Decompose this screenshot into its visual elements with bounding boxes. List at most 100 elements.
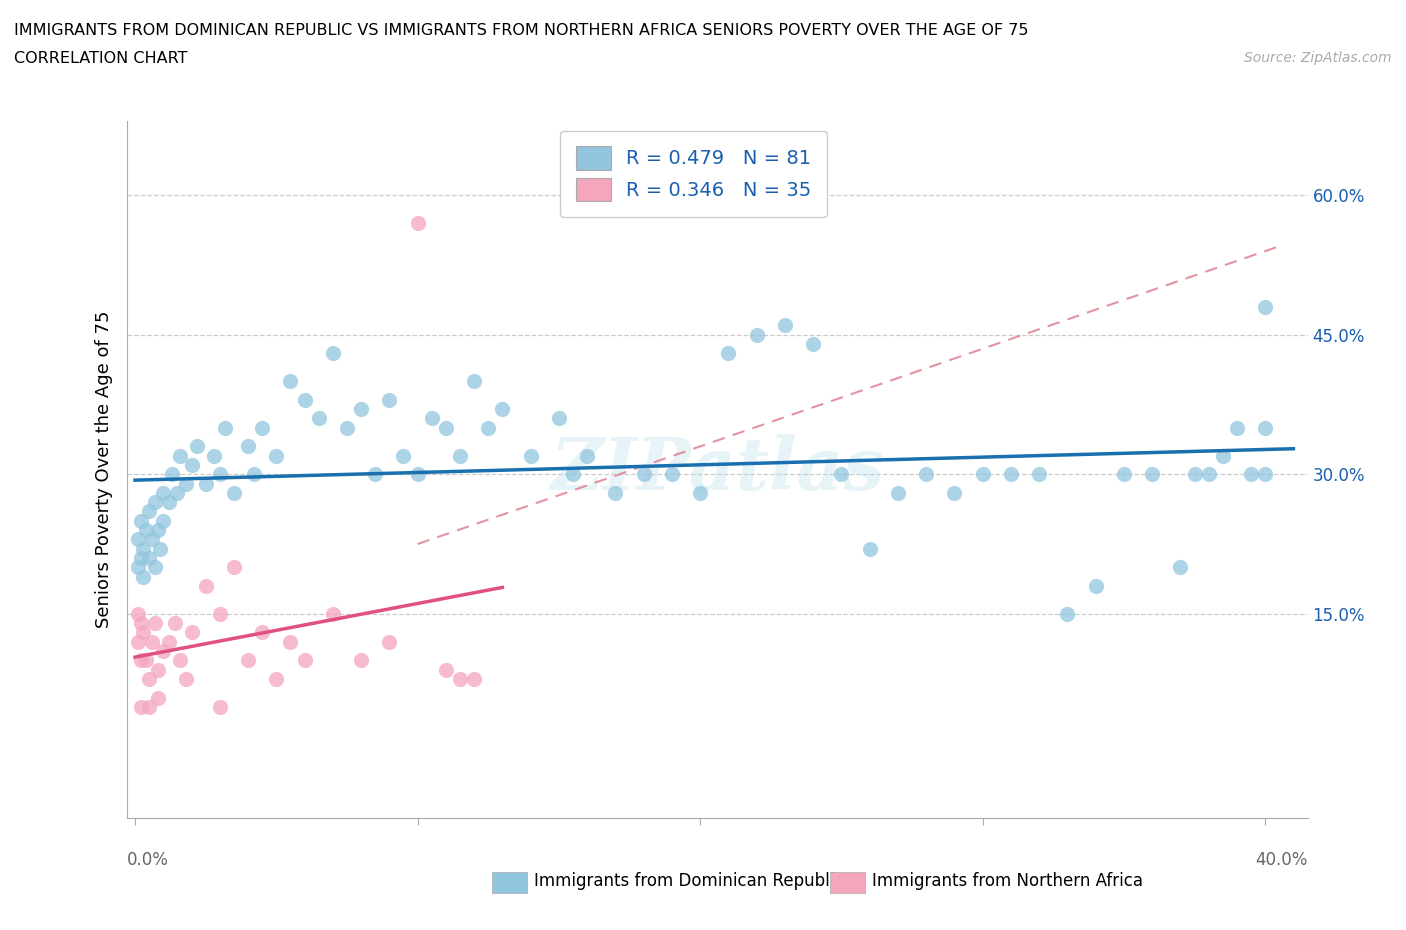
Point — [322, 606, 344, 621]
Point — [174, 476, 197, 491]
Text: Immigrants from Northern Africa: Immigrants from Northern Africa — [872, 872, 1143, 890]
Point — [152, 485, 174, 500]
Point — [350, 653, 373, 668]
Point — [194, 476, 217, 491]
Point — [830, 467, 852, 482]
Point — [169, 448, 191, 463]
Point — [1084, 578, 1107, 593]
Point — [1212, 448, 1234, 463]
Point — [242, 467, 264, 482]
Point — [149, 541, 172, 556]
Text: ZIPatlas: ZIPatlas — [550, 434, 884, 505]
Point — [236, 439, 259, 454]
Point — [633, 467, 655, 482]
Point — [1056, 606, 1078, 621]
Point — [859, 541, 882, 556]
Legend: R = 0.479   N = 81, R = 0.346   N = 35: R = 0.479 N = 81, R = 0.346 N = 35 — [560, 130, 827, 217]
Point — [202, 448, 225, 463]
Point — [138, 504, 160, 519]
Point — [129, 616, 152, 631]
Point — [1184, 467, 1206, 482]
Point — [434, 662, 457, 677]
Point — [186, 439, 208, 454]
Point — [449, 671, 471, 686]
Point — [129, 653, 152, 668]
Point — [141, 532, 163, 547]
Point — [180, 625, 202, 640]
Point — [392, 448, 415, 463]
Point — [163, 616, 186, 631]
Point — [336, 420, 359, 435]
Point — [378, 392, 401, 407]
Point — [146, 523, 169, 538]
Point — [477, 420, 499, 435]
Point — [222, 485, 245, 500]
Point — [266, 448, 288, 463]
Point — [661, 467, 683, 482]
Point — [463, 374, 485, 389]
Point — [915, 467, 938, 482]
Point — [157, 495, 180, 510]
Point — [138, 699, 160, 714]
Point — [350, 402, 373, 417]
Point — [214, 420, 236, 435]
Point — [250, 420, 273, 435]
Point — [208, 699, 231, 714]
Text: CORRELATION CHART: CORRELATION CHART — [14, 51, 187, 66]
Point — [152, 513, 174, 528]
Point — [1254, 467, 1277, 482]
Point — [129, 513, 152, 528]
Point — [266, 671, 288, 686]
Y-axis label: Seniors Poverty Over the Age of 75: Seniors Poverty Over the Age of 75 — [94, 311, 112, 629]
Point — [141, 634, 163, 649]
Point — [519, 448, 541, 463]
Point — [294, 392, 316, 407]
Point — [420, 411, 443, 426]
Point — [943, 485, 966, 500]
Point — [745, 327, 768, 342]
Point — [322, 346, 344, 361]
Point — [143, 495, 166, 510]
Point — [152, 644, 174, 658]
Point — [135, 523, 157, 538]
Point — [1198, 467, 1220, 482]
Point — [166, 485, 188, 500]
Point — [129, 551, 152, 565]
Point — [127, 634, 149, 649]
Point — [127, 606, 149, 621]
Point — [127, 560, 149, 575]
Point — [132, 625, 155, 640]
Point — [491, 402, 513, 417]
Text: IMMIGRANTS FROM DOMINICAN REPUBLIC VS IMMIGRANTS FROM NORTHERN AFRICA SENIORS PO: IMMIGRANTS FROM DOMINICAN REPUBLIC VS IM… — [14, 23, 1029, 38]
Text: 0.0%: 0.0% — [127, 851, 169, 869]
Text: 40.0%: 40.0% — [1256, 851, 1308, 869]
Point — [194, 578, 217, 593]
Point — [1028, 467, 1050, 482]
Point — [280, 634, 302, 649]
Point — [605, 485, 627, 500]
Point — [127, 532, 149, 547]
Point — [132, 541, 155, 556]
Point — [463, 671, 485, 686]
Point — [406, 216, 429, 231]
Point — [143, 616, 166, 631]
Point — [364, 467, 387, 482]
Point — [132, 569, 155, 584]
Point — [689, 485, 711, 500]
Point — [169, 653, 191, 668]
Point — [801, 337, 824, 352]
Point — [1240, 467, 1263, 482]
Point — [547, 411, 569, 426]
Point — [1170, 560, 1192, 575]
Point — [143, 560, 166, 575]
Point — [129, 699, 152, 714]
Point — [135, 653, 157, 668]
Point — [1140, 467, 1163, 482]
Point — [180, 458, 202, 472]
Point — [250, 625, 273, 640]
Point — [576, 448, 599, 463]
Point — [208, 606, 231, 621]
Point — [449, 448, 471, 463]
Point — [1226, 420, 1249, 435]
Point — [138, 551, 160, 565]
